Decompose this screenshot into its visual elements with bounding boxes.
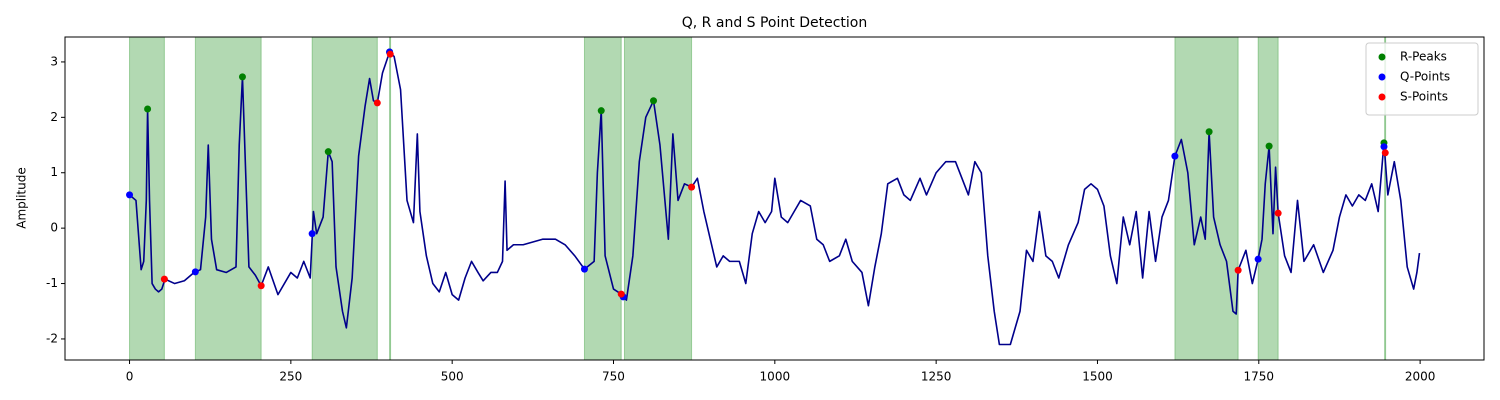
legend-label: S-Points	[1400, 90, 1448, 104]
point-marker	[597, 107, 605, 115]
point-marker	[1171, 152, 1179, 160]
highlight-span	[623, 36, 693, 361]
legend-marker	[1378, 93, 1386, 101]
point-marker	[1234, 266, 1242, 274]
point-marker	[1205, 128, 1213, 136]
point-marker	[257, 282, 265, 290]
point-marker	[386, 50, 394, 58]
x-tick-label: 1750	[1244, 370, 1275, 384]
legend-marker	[1378, 53, 1386, 61]
y-tick-label: 3	[50, 54, 58, 68]
legend: R-Peaks Q-Points S-Points	[1365, 42, 1479, 116]
point-marker	[373, 99, 381, 107]
x-tick-label: 2000	[1405, 370, 1436, 384]
legend-box	[1365, 42, 1479, 116]
plot-frame	[64, 36, 1485, 361]
point-marker	[308, 230, 316, 238]
legend-label: Q-Points	[1400, 70, 1450, 84]
y-tick-label: 1	[50, 165, 58, 179]
highlight-span	[311, 36, 378, 361]
point-marker	[144, 105, 152, 113]
point-marker	[1381, 149, 1389, 157]
point-marker	[191, 268, 199, 276]
legend-marker	[1378, 73, 1386, 81]
point-marker	[238, 73, 246, 81]
x-tick-label: 250	[279, 370, 302, 384]
x-tick-label: 500	[441, 370, 464, 384]
chart-title: Q, R and S Point Detection	[682, 15, 867, 31]
point-marker	[160, 275, 168, 283]
x-tick-label: 1000	[760, 370, 791, 384]
point-marker	[126, 191, 134, 199]
point-marker	[1274, 209, 1282, 217]
y-tick-label: 2	[50, 110, 58, 124]
point-marker	[324, 148, 332, 156]
highlight-span	[389, 36, 392, 361]
signal-line	[129, 51, 1421, 346]
point-marker	[1265, 142, 1273, 150]
point-marker	[650, 97, 658, 105]
y-tick-label: -2	[46, 331, 58, 345]
point-marker	[688, 183, 696, 191]
highlight-span	[194, 36, 262, 361]
point-marker	[1254, 255, 1262, 263]
x-tick-label: 750	[602, 370, 625, 384]
x-tick-label: 1500	[1082, 370, 1113, 384]
y-tick-label: 0	[50, 221, 58, 235]
x-tick-label: 1250	[921, 370, 952, 384]
y-tick-label: -1	[46, 276, 58, 290]
y-axis-label: Amplitude	[15, 167, 29, 229]
point-marker	[617, 290, 625, 298]
point-marker	[1380, 143, 1388, 151]
legend-label: R-Peaks	[1400, 50, 1447, 64]
x-tick-label: 0	[126, 370, 134, 384]
point-marker	[580, 265, 588, 273]
